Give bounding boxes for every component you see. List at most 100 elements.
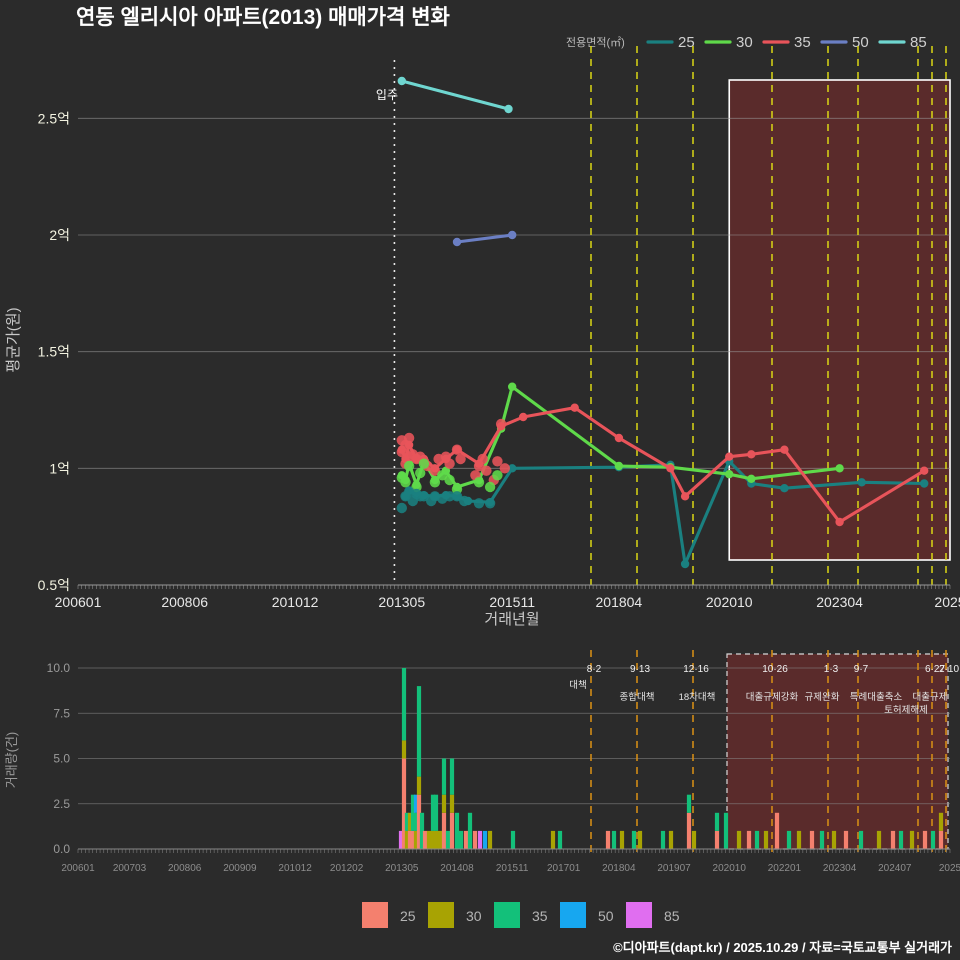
bar-segment-35[interactable]: [898, 830, 904, 849]
scatter-point-35[interactable]: [451, 444, 463, 455]
data-point-35[interactable]: [666, 464, 675, 473]
scatter-point-25[interactable]: [459, 495, 470, 507]
bar-segment-25[interactable]: [449, 812, 455, 849]
bar-segment-25[interactable]: [401, 758, 407, 850]
data-point-35[interactable]: [680, 492, 690, 501]
bar-segment-25[interactable]: [746, 830, 752, 849]
scatter-point-25[interactable]: [396, 502, 407, 514]
scatter-point-35[interactable]: [495, 418, 507, 430]
series-line-30[interactable]: [400, 385, 842, 489]
bar-segment-25[interactable]: [422, 830, 428, 849]
bar-segment-35[interactable]: [510, 830, 516, 849]
data-point-25[interactable]: [680, 559, 690, 569]
bar-segment-35[interactable]: [441, 758, 447, 795]
data-point-85[interactable]: [397, 76, 406, 86]
scatter-point-35[interactable]: [429, 465, 441, 476]
legend-swatch-bottom-25[interactable]: [362, 902, 388, 928]
bar-segment-25[interactable]: [686, 812, 692, 849]
bar-segment-25[interactable]: [441, 812, 447, 849]
data-point-30[interactable]: [508, 382, 517, 391]
series-line-85[interactable]: [400, 79, 511, 111]
bar-segment-30[interactable]: [487, 830, 493, 849]
data-point-35[interactable]: [835, 517, 844, 527]
bar-segment-30[interactable]: [441, 794, 447, 813]
bar-segment-30[interactable]: [909, 830, 915, 849]
legend-swatch-bottom-30[interactable]: [428, 902, 454, 928]
bar-segment-35[interactable]: [404, 812, 410, 831]
bar-segment-35[interactable]: [413, 812, 419, 831]
bar-segment-35[interactable]: [631, 830, 637, 849]
bar-segment-25[interactable]: [809, 830, 815, 849]
bar-segment-35[interactable]: [754, 830, 760, 849]
scatter-point-25[interactable]: [473, 498, 485, 509]
bar-segment-30[interactable]: [876, 830, 882, 849]
legend-swatch-bottom-50[interactable]: [560, 902, 586, 928]
scatter-point-25[interactable]: [484, 498, 496, 509]
series-line-50[interactable]: [455, 233, 514, 244]
bar-segment-30[interactable]: [736, 830, 742, 849]
bar-segment-30[interactable]: [619, 830, 625, 849]
scatter-point-35[interactable]: [492, 456, 503, 467]
bar-segment-85[interactable]: [398, 830, 404, 849]
scatter-point-30[interactable]: [415, 467, 426, 479]
bar-segment-50[interactable]: [413, 794, 419, 813]
data-point-35[interactable]: [920, 466, 929, 475]
data-point-35[interactable]: [747, 450, 756, 459]
data-point-30[interactable]: [614, 461, 624, 471]
scatter-point-30[interactable]: [492, 470, 503, 481]
data-point-35[interactable]: [570, 403, 579, 412]
bar-segment-30[interactable]: [413, 830, 419, 849]
bar-segment-30[interactable]: [938, 812, 944, 831]
data-point-25[interactable]: [508, 464, 517, 473]
bar-segment-35[interactable]: [819, 830, 825, 849]
bar-segment-25[interactable]: [890, 830, 896, 849]
bar-segment-30[interactable]: [416, 776, 422, 795]
bar-segment-25[interactable]: [416, 794, 422, 849]
data-point-85[interactable]: [504, 104, 513, 114]
scatter-point-30[interactable]: [403, 460, 415, 472]
data-point-25[interactable]: [920, 479, 929, 488]
bar-segment-25[interactable]: [922, 830, 928, 849]
data-point-50[interactable]: [508, 230, 517, 240]
bar-segment-30[interactable]: [404, 830, 410, 849]
bar-segment-35[interactable]: [419, 812, 425, 849]
bar-segment-30[interactable]: [401, 740, 407, 759]
legend-swatch-bottom-35[interactable]: [494, 902, 520, 928]
bar-segment-25[interactable]: [463, 830, 469, 849]
bar-segment-35[interactable]: [858, 830, 864, 849]
bar-segment-35[interactable]: [467, 812, 473, 849]
bar-segment-35[interactable]: [786, 830, 792, 849]
scatter-point-35[interactable]: [444, 458, 455, 469]
bar-segment-25[interactable]: [605, 830, 611, 849]
bar-segment-35[interactable]: [410, 794, 416, 831]
bar-segment-50[interactable]: [482, 830, 488, 849]
bar-segment-35[interactable]: [458, 830, 464, 849]
scatter-point-30[interactable]: [400, 477, 411, 488]
bar-segment-30[interactable]: [831, 830, 837, 849]
scatter-point-35[interactable]: [499, 463, 510, 474]
scatter-point-30[interactable]: [444, 474, 455, 486]
scatter-point-30[interactable]: [473, 477, 485, 488]
scatter-point-30[interactable]: [429, 477, 441, 488]
bar-segment-25[interactable]: [407, 830, 413, 849]
bar-segment-35[interactable]: [449, 758, 455, 795]
data-point-35[interactable]: [780, 445, 789, 454]
bar-segment-30[interactable]: [550, 830, 556, 849]
bar-segment-35[interactable]: [445, 830, 451, 849]
legend-swatch-bottom-85[interactable]: [626, 902, 652, 928]
bar-segment-25[interactable]: [410, 830, 416, 849]
data-point-50[interactable]: [452, 237, 462, 247]
data-point-30[interactable]: [725, 470, 734, 479]
bar-segment-30[interactable]: [407, 812, 413, 831]
bar-segment-35[interactable]: [660, 830, 666, 849]
scatter-point-25[interactable]: [444, 491, 455, 502]
bar-segment-35[interactable]: [430, 794, 436, 831]
bar-segment-30[interactable]: [426, 830, 432, 849]
bar-segment-30[interactable]: [796, 830, 802, 849]
bar-segment-30[interactable]: [763, 830, 769, 849]
scatter-point-35[interactable]: [403, 432, 415, 444]
bar-segment-30[interactable]: [437, 830, 443, 849]
bar-segment-25[interactable]: [774, 812, 780, 849]
bar-segment-35[interactable]: [416, 686, 422, 777]
bar-segment-35[interactable]: [611, 830, 617, 849]
